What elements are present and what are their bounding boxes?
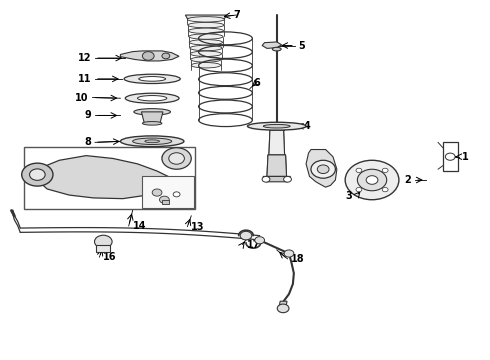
Text: 13: 13 [191,222,205,231]
Bar [443,142,458,171]
Circle shape [29,169,45,180]
Circle shape [143,51,154,60]
Circle shape [382,168,388,172]
Polygon shape [269,130,285,155]
Ellipse shape [190,45,222,51]
Ellipse shape [134,109,171,115]
Circle shape [277,304,289,313]
Circle shape [311,160,335,178]
Circle shape [357,169,387,191]
Circle shape [255,237,265,244]
Ellipse shape [247,122,306,130]
Ellipse shape [125,93,179,103]
Polygon shape [142,112,163,123]
Text: 12: 12 [77,53,91,63]
Circle shape [95,235,112,248]
Circle shape [345,160,399,200]
Text: 6: 6 [253,78,260,88]
Ellipse shape [272,47,281,51]
Text: 1: 1 [463,152,469,162]
Text: 16: 16 [103,252,117,262]
Circle shape [356,188,362,192]
Bar [24,147,195,210]
Ellipse shape [188,22,224,28]
Ellipse shape [187,17,224,22]
Ellipse shape [263,125,290,128]
Ellipse shape [189,40,222,45]
Circle shape [22,163,53,186]
Ellipse shape [121,136,184,147]
Text: 8: 8 [84,138,91,147]
Circle shape [162,148,191,169]
Text: 5: 5 [299,41,305,50]
Polygon shape [185,15,226,19]
Ellipse shape [139,77,166,81]
Ellipse shape [145,140,159,143]
Text: 18: 18 [292,254,305,264]
Polygon shape [37,156,179,199]
Polygon shape [262,42,282,48]
Text: 14: 14 [133,221,146,231]
Polygon shape [121,51,179,61]
Bar [97,244,110,252]
Circle shape [366,176,378,184]
Text: 3: 3 [346,191,352,201]
Polygon shape [263,176,291,182]
Ellipse shape [143,122,162,125]
Ellipse shape [133,138,172,144]
Circle shape [162,53,170,59]
Text: 10: 10 [75,93,89,103]
Ellipse shape [190,51,221,57]
Text: 4: 4 [304,121,310,131]
Circle shape [284,250,294,257]
Text: 9: 9 [84,111,91,121]
Circle shape [159,196,169,203]
Circle shape [356,168,362,172]
Ellipse shape [191,57,221,62]
Polygon shape [162,200,169,204]
Circle shape [152,189,162,196]
Ellipse shape [189,34,223,39]
Ellipse shape [188,28,223,33]
Text: 2: 2 [404,175,411,185]
Ellipse shape [191,63,220,68]
Circle shape [262,176,270,182]
Circle shape [169,153,184,164]
Polygon shape [162,152,189,164]
Polygon shape [279,301,287,306]
Circle shape [318,165,329,174]
Bar [143,176,194,208]
Polygon shape [306,149,337,187]
Polygon shape [267,155,287,176]
Text: 7: 7 [233,10,240,20]
Text: 17: 17 [246,239,260,249]
Circle shape [382,188,388,192]
Text: 15: 15 [175,152,189,162]
Circle shape [240,231,252,240]
Ellipse shape [124,74,180,84]
Ellipse shape [138,95,167,101]
Text: 11: 11 [77,74,91,84]
Circle shape [284,176,292,182]
Circle shape [173,192,180,197]
